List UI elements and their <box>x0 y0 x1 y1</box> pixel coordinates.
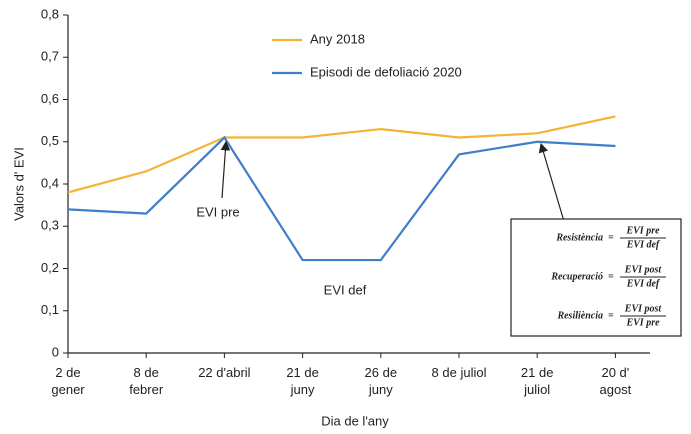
formula-den: EVI def <box>626 239 661 250</box>
y-tick-label: 0,8 <box>41 6 59 21</box>
formula-eq: = <box>608 310 614 321</box>
y-tick-label: 0,7 <box>41 49 59 64</box>
y-tick-label: 0,4 <box>41 175 59 190</box>
x-tick-label: 8 de juliol <box>431 365 487 380</box>
y-tick-label: 0,2 <box>41 260 59 275</box>
formula: Recuperació = EVI post EVI def <box>550 264 666 289</box>
formula-name: Recuperació <box>550 271 603 282</box>
x-tick-label: 8 de febrer <box>129 365 164 397</box>
formula: Resistència = EVI pre EVI def <box>555 225 666 250</box>
x-tick-label: 26 de juny <box>364 365 398 397</box>
x-tick-label: 21 de juny <box>286 365 319 397</box>
formula-name: Resistència <box>555 232 603 243</box>
formula-num: EVI post <box>624 264 663 275</box>
formula-den: EVI pre <box>625 317 660 328</box>
annotation: EVI def <box>324 282 367 297</box>
legend-label: Any 2018 <box>310 31 365 46</box>
x-axis-label: Dia de l'any <box>321 413 389 428</box>
formula: Resiliència = EVI post EVI pre <box>556 303 666 328</box>
x-tick-label: 22 d'abril <box>198 365 251 380</box>
formula-num: EVI pre <box>625 225 660 236</box>
x-tick-label: 21 de juliol <box>520 365 554 397</box>
series-line <box>67 115 616 194</box>
series-line <box>67 135 616 262</box>
y-tick-label: 0,6 <box>41 91 59 106</box>
formula-den: EVI def <box>626 278 661 289</box>
arrow <box>220 140 231 199</box>
formula-eq: = <box>608 232 614 243</box>
formula-num: EVI post <box>624 303 663 314</box>
formula-eq: = <box>608 271 614 282</box>
y-tick-label: 0,3 <box>41 218 59 233</box>
x-tick-label: 2 de gener <box>51 365 85 397</box>
y-tick-label: 0,1 <box>41 302 59 317</box>
x-tick-label: 20 d' agost <box>599 365 632 397</box>
annotation: EVI pre <box>196 204 239 219</box>
formula-name: Resiliència <box>556 310 603 321</box>
y-tick-label: 0,5 <box>41 133 59 148</box>
y-axis-label: Valors d' EVI <box>11 147 26 221</box>
y-tick-label: 0 <box>52 344 59 359</box>
legend-label: Episodi de defoliació 2020 <box>310 64 462 79</box>
